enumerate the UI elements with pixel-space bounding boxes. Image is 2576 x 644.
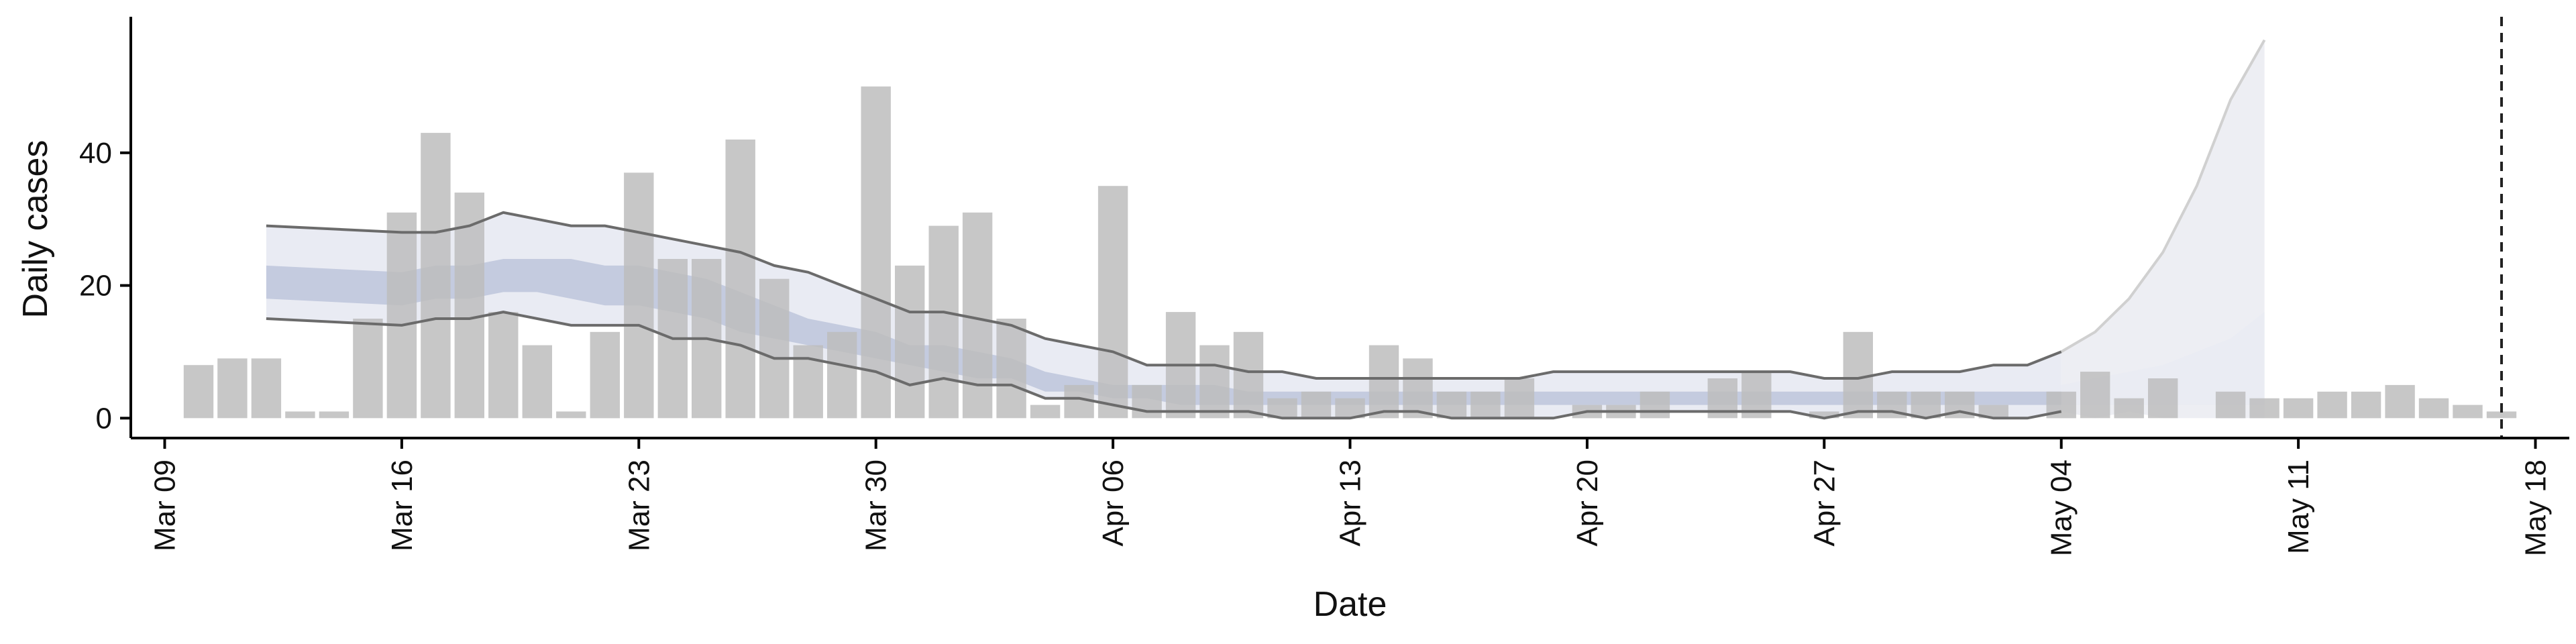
case-bar — [251, 358, 282, 419]
case-bar — [1199, 345, 1230, 419]
x-tick-label: Mar 30 — [860, 460, 893, 551]
case-bar — [1368, 345, 1399, 419]
case-bar — [2385, 384, 2415, 419]
case-bar — [624, 172, 654, 419]
y-axis-label: Daily cases — [16, 140, 55, 319]
case-bar — [1097, 186, 1128, 419]
case-bar — [421, 133, 451, 419]
x-axis-label: Date — [1313, 585, 1387, 624]
case-bar — [2453, 405, 2483, 419]
case-bar — [2148, 378, 2178, 419]
case-bar — [556, 411, 586, 419]
x-tick-label: Mar 09 — [148, 460, 181, 551]
lower-bound-line — [266, 311, 2062, 420]
case-bar — [1233, 331, 1264, 419]
case-bar — [1030, 405, 1061, 419]
case-bar — [1640, 391, 1670, 419]
case-bar — [353, 319, 383, 419]
case-bar — [2215, 391, 2246, 419]
case-bar — [2351, 391, 2381, 419]
y-tick-label: 40 — [79, 137, 112, 170]
x-tick-label: May 11 — [2282, 460, 2315, 554]
case-bar — [2317, 391, 2347, 419]
case-bar — [2418, 398, 2449, 419]
bound-lines — [266, 17, 2504, 438]
case-bar — [928, 225, 959, 419]
x-tick-label: Mar 23 — [623, 460, 655, 551]
case-bar — [1436, 391, 1467, 419]
x-tick-label: Apr 06 — [1097, 460, 1130, 547]
case-bar — [2080, 372, 2110, 419]
case-bar — [1132, 384, 1162, 419]
forecast-band-90 — [2061, 40, 2265, 419]
case-bar — [759, 278, 790, 419]
x-tick-label: May 04 — [2045, 460, 2078, 556]
case-bar — [1504, 378, 1535, 419]
case-bar — [1403, 358, 1433, 419]
case-bar — [2486, 411, 2517, 419]
case-bar — [793, 345, 823, 419]
case-bar — [488, 312, 519, 419]
x-tick-label: Mar 16 — [386, 460, 419, 551]
x-tick-label: May 18 — [2520, 460, 2553, 556]
upper-bound-line — [266, 211, 2062, 380]
case-bar — [725, 140, 755, 419]
forecast-upper-line — [2060, 39, 2266, 354]
case-bar — [590, 331, 620, 419]
case-bar — [861, 86, 891, 419]
case-bar — [1301, 391, 1332, 419]
case-bar — [2114, 398, 2144, 419]
case-bar — [386, 212, 417, 419]
case-bar — [183, 365, 214, 419]
case-bar — [285, 411, 315, 419]
case-bar — [1809, 411, 1839, 419]
case-bar — [895, 265, 925, 419]
x-tick-label: Apr 27 — [1808, 460, 1841, 547]
x-tick-label: Apr 20 — [1571, 460, 1604, 547]
case-bar — [1470, 391, 1501, 419]
case-bar — [319, 411, 350, 419]
y-tick-label: 0 — [96, 402, 112, 435]
case-bar — [996, 319, 1026, 419]
case-bar — [522, 345, 552, 419]
case-bar — [2249, 398, 2279, 419]
y-tick-label: 20 — [79, 270, 112, 303]
x-tick-label: Apr 13 — [1334, 460, 1367, 547]
case-bar — [454, 193, 484, 419]
case-bar — [1978, 405, 2008, 419]
case-bar — [827, 331, 857, 419]
case-bars — [183, 86, 2517, 419]
axes: 0 20 40 Mar 09 Mar 16 Mar 23 Mar 30 Apr 06 Apr 1… — [79, 17, 2569, 556]
forecast-bands — [2060, 39, 2266, 419]
case-bar — [2283, 398, 2314, 419]
case-bar — [217, 358, 248, 419]
forecast-band-50 — [2061, 312, 2265, 405]
case-bar — [1911, 391, 1941, 419]
